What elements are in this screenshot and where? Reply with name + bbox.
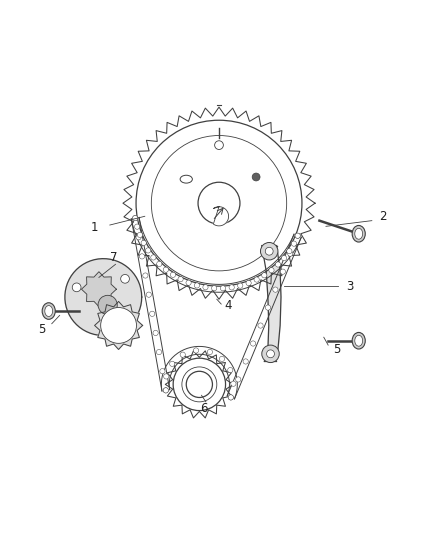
Circle shape: [236, 377, 241, 382]
Text: 7: 7: [110, 251, 117, 264]
Circle shape: [212, 286, 217, 291]
Text: 1: 1: [91, 221, 98, 233]
Polygon shape: [65, 259, 142, 335]
Circle shape: [170, 361, 175, 367]
Circle shape: [121, 274, 129, 283]
Ellipse shape: [355, 228, 363, 239]
Circle shape: [145, 248, 151, 253]
Circle shape: [194, 348, 199, 353]
Circle shape: [186, 280, 191, 285]
Circle shape: [133, 215, 138, 221]
Polygon shape: [81, 272, 117, 306]
Circle shape: [151, 135, 287, 271]
Ellipse shape: [180, 175, 192, 183]
Circle shape: [207, 349, 212, 354]
Circle shape: [238, 283, 243, 288]
Polygon shape: [123, 107, 315, 299]
Circle shape: [146, 292, 152, 297]
Circle shape: [228, 367, 233, 373]
Circle shape: [134, 224, 140, 229]
Polygon shape: [165, 351, 233, 418]
Circle shape: [246, 280, 251, 286]
Circle shape: [215, 141, 223, 149]
Ellipse shape: [45, 305, 53, 317]
Circle shape: [265, 247, 273, 255]
Circle shape: [163, 348, 236, 421]
Circle shape: [163, 387, 169, 393]
Circle shape: [141, 240, 146, 246]
Circle shape: [173, 358, 226, 410]
Circle shape: [220, 286, 226, 291]
Circle shape: [163, 387, 169, 393]
Circle shape: [157, 261, 162, 266]
Circle shape: [243, 359, 248, 364]
Circle shape: [262, 345, 279, 362]
Circle shape: [273, 287, 278, 292]
Text: 4: 4: [224, 300, 231, 312]
Circle shape: [164, 374, 169, 379]
Polygon shape: [213, 207, 229, 226]
Circle shape: [295, 233, 300, 238]
Circle shape: [143, 273, 148, 278]
Text: 3: 3: [346, 280, 353, 293]
Circle shape: [228, 395, 233, 400]
Circle shape: [251, 341, 256, 346]
Circle shape: [180, 352, 185, 357]
Circle shape: [182, 367, 217, 402]
Circle shape: [280, 269, 286, 274]
Ellipse shape: [355, 335, 363, 346]
Ellipse shape: [42, 303, 55, 319]
Circle shape: [229, 285, 234, 290]
Ellipse shape: [352, 333, 365, 349]
Circle shape: [163, 267, 169, 272]
Circle shape: [261, 243, 278, 260]
Text: 2: 2: [379, 210, 386, 223]
Circle shape: [186, 372, 212, 398]
Circle shape: [101, 308, 137, 343]
Circle shape: [98, 295, 117, 314]
Circle shape: [138, 232, 143, 238]
Circle shape: [123, 107, 315, 299]
Circle shape: [150, 311, 155, 317]
Circle shape: [151, 255, 156, 260]
Circle shape: [136, 235, 141, 240]
Circle shape: [254, 277, 259, 282]
Text: 6: 6: [200, 402, 208, 415]
Polygon shape: [95, 302, 143, 350]
Circle shape: [194, 283, 200, 288]
Circle shape: [136, 120, 302, 286]
Circle shape: [104, 321, 113, 329]
Circle shape: [153, 330, 158, 336]
Circle shape: [170, 272, 176, 278]
Circle shape: [291, 241, 297, 246]
Circle shape: [203, 285, 208, 290]
Circle shape: [252, 173, 260, 181]
Polygon shape: [262, 246, 281, 361]
Text: 5: 5: [333, 343, 341, 356]
Circle shape: [265, 305, 271, 310]
Circle shape: [178, 277, 183, 282]
Circle shape: [198, 182, 240, 224]
Text: 5: 5: [39, 324, 46, 336]
Circle shape: [231, 381, 236, 386]
Ellipse shape: [352, 225, 365, 242]
Circle shape: [282, 255, 287, 261]
Circle shape: [133, 215, 138, 221]
Circle shape: [156, 350, 162, 354]
Circle shape: [276, 262, 281, 267]
Circle shape: [258, 323, 263, 328]
Circle shape: [261, 273, 267, 278]
Circle shape: [72, 283, 81, 292]
Circle shape: [219, 356, 225, 361]
Circle shape: [269, 268, 274, 273]
Circle shape: [295, 233, 300, 238]
Circle shape: [288, 251, 293, 256]
Circle shape: [267, 350, 275, 358]
Circle shape: [160, 369, 165, 374]
Circle shape: [139, 254, 145, 259]
Circle shape: [287, 248, 292, 254]
Circle shape: [228, 395, 233, 400]
